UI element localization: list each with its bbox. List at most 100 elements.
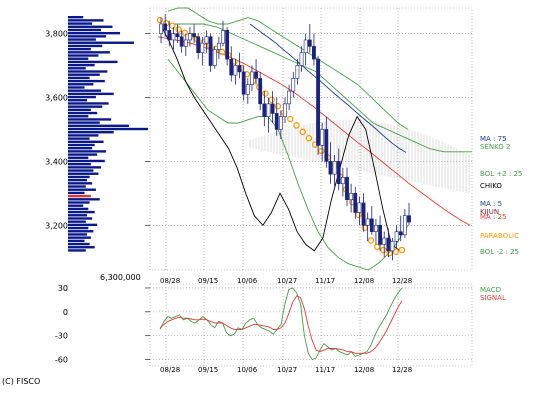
price-axis-ticks: 3,200 3,400 3,600 3,800: [45, 30, 150, 230]
volume-profile-bar: [68, 124, 129, 128]
ichimoku-cloud: [249, 119, 470, 194]
sar-dot: [305, 134, 313, 142]
legend-label: KIJUN: [480, 208, 499, 216]
volume-profile-bar: [68, 150, 107, 153]
candle-body: [250, 71, 254, 85]
macd-panel: 30 0 -30 -60 08/28 09/15 10/06 10/27 11/17 12/08…: [55, 283, 506, 374]
macd-legend-label: SIGNAL: [480, 294, 506, 302]
candle-body: [357, 202, 362, 213]
volume-profile: [68, 15, 148, 252]
volume-profile-bar: [68, 191, 85, 195]
candle-body: [402, 215, 407, 236]
volume-profile-bar: [68, 198, 100, 201]
volume-profile-bar: [68, 185, 86, 188]
sar-dot: [274, 102, 282, 110]
candlesticks: [159, 14, 411, 261]
candle-body: [369, 218, 374, 232]
volume-profile-bar: [68, 162, 91, 166]
sar-dot: [156, 16, 164, 24]
volume-profile-bar: [68, 76, 90, 80]
sar-dot: [398, 246, 406, 254]
candle-body: [167, 30, 172, 41]
volume-profile-bar: [68, 226, 89, 230]
candle-body: [394, 231, 399, 242]
volume-profile-bar: [68, 111, 98, 115]
candle-body: [258, 77, 263, 105]
volume-profile-bar: [68, 143, 95, 147]
volume-profile-bar: [68, 99, 88, 102]
macd-date-tick-label: 09/15: [198, 366, 218, 374]
copyright-text: (C) FISCO: [2, 377, 40, 386]
volume-profile-bar: [68, 131, 114, 134]
sar-dot: [293, 122, 300, 129]
volume-profile-bar: [68, 95, 96, 99]
volume-profile-bar: [68, 51, 110, 54]
volume-profile-bar: [68, 249, 86, 252]
price-tick-label: 3,200: [45, 221, 68, 230]
candle-body: [183, 39, 188, 47]
volume-profile-bar: [68, 115, 89, 118]
sar-dot: [361, 224, 369, 231]
volume-profile-bar: [68, 63, 95, 67]
candle-body: [229, 58, 234, 76]
date-tick-label: 08/28: [160, 277, 180, 285]
volume-profile-bar: [68, 220, 86, 223]
sar-dot: [373, 243, 381, 251]
volume-profile-bar: [68, 134, 99, 137]
volume-profile-bar: [68, 246, 95, 249]
volume-profile-bar: [68, 223, 98, 227]
volume-profile-bar: [68, 57, 89, 60]
volume-profile-bar: [68, 159, 105, 163]
date-tick-label: 11/17: [315, 277, 335, 285]
volume-profile-bar: [68, 25, 113, 28]
macd-axis-ticks: 30 0 -30 -60: [55, 284, 150, 365]
volume-profile-bar: [68, 156, 89, 159]
legend-label: MA : 25: [480, 213, 507, 221]
candle-body: [270, 103, 275, 114]
candle-body: [204, 36, 209, 44]
legend-label: CHIKO: [480, 182, 502, 190]
volume-profile-bar: [68, 15, 84, 19]
volume-profile-bar: [68, 172, 99, 175]
candle-body: [345, 177, 349, 201]
sar-dot: [380, 246, 387, 254]
volume-profile-bar: [68, 70, 108, 73]
candle-body: [188, 33, 192, 41]
main-plot-frame: [149, 7, 473, 271]
volume-profile-bar: [68, 239, 85, 243]
candle-body: [386, 237, 391, 252]
candle-body: [303, 39, 308, 54]
volume-profile-bar: [68, 38, 96, 41]
volume-profile-bar: [68, 105, 103, 108]
volume-profile-bar: [68, 201, 90, 204]
candle-body: [291, 77, 296, 92]
volume-profile-bar: [68, 47, 91, 51]
candle-body: [365, 218, 370, 226]
candle-body: [245, 84, 250, 95]
candle-body: [262, 103, 267, 117]
volume-profile-bar: [68, 217, 93, 220]
sar-dot: [268, 96, 275, 104]
sar-dot: [299, 128, 306, 136]
candle-body: [208, 36, 213, 66]
legend-label: SENKO 2: [480, 143, 511, 151]
candle-body: [179, 36, 184, 47]
candle-body: [349, 193, 354, 201]
candle-body: [212, 49, 217, 66]
candle-body: [192, 33, 196, 38]
candle-body: [398, 231, 403, 236]
volume-profile-bar: [68, 83, 94, 86]
candle-body: [299, 52, 304, 66]
volume-max-label: 6,300,000: [100, 273, 141, 282]
macd-series-macd: [159, 287, 403, 361]
series-line-ma-75: [249, 23, 407, 153]
date-tick-label: 12/08: [354, 277, 374, 285]
sar-dot: [367, 237, 375, 244]
date-axis-ticks-macd: 08/28 09/15 10/06 10/27 11/17 12/08 12/28: [160, 366, 412, 374]
candle-body: [254, 71, 258, 79]
sar-dot: [169, 22, 176, 29]
volume-profile-bar: [68, 194, 91, 198]
macd-tick-label: 30: [58, 284, 68, 293]
